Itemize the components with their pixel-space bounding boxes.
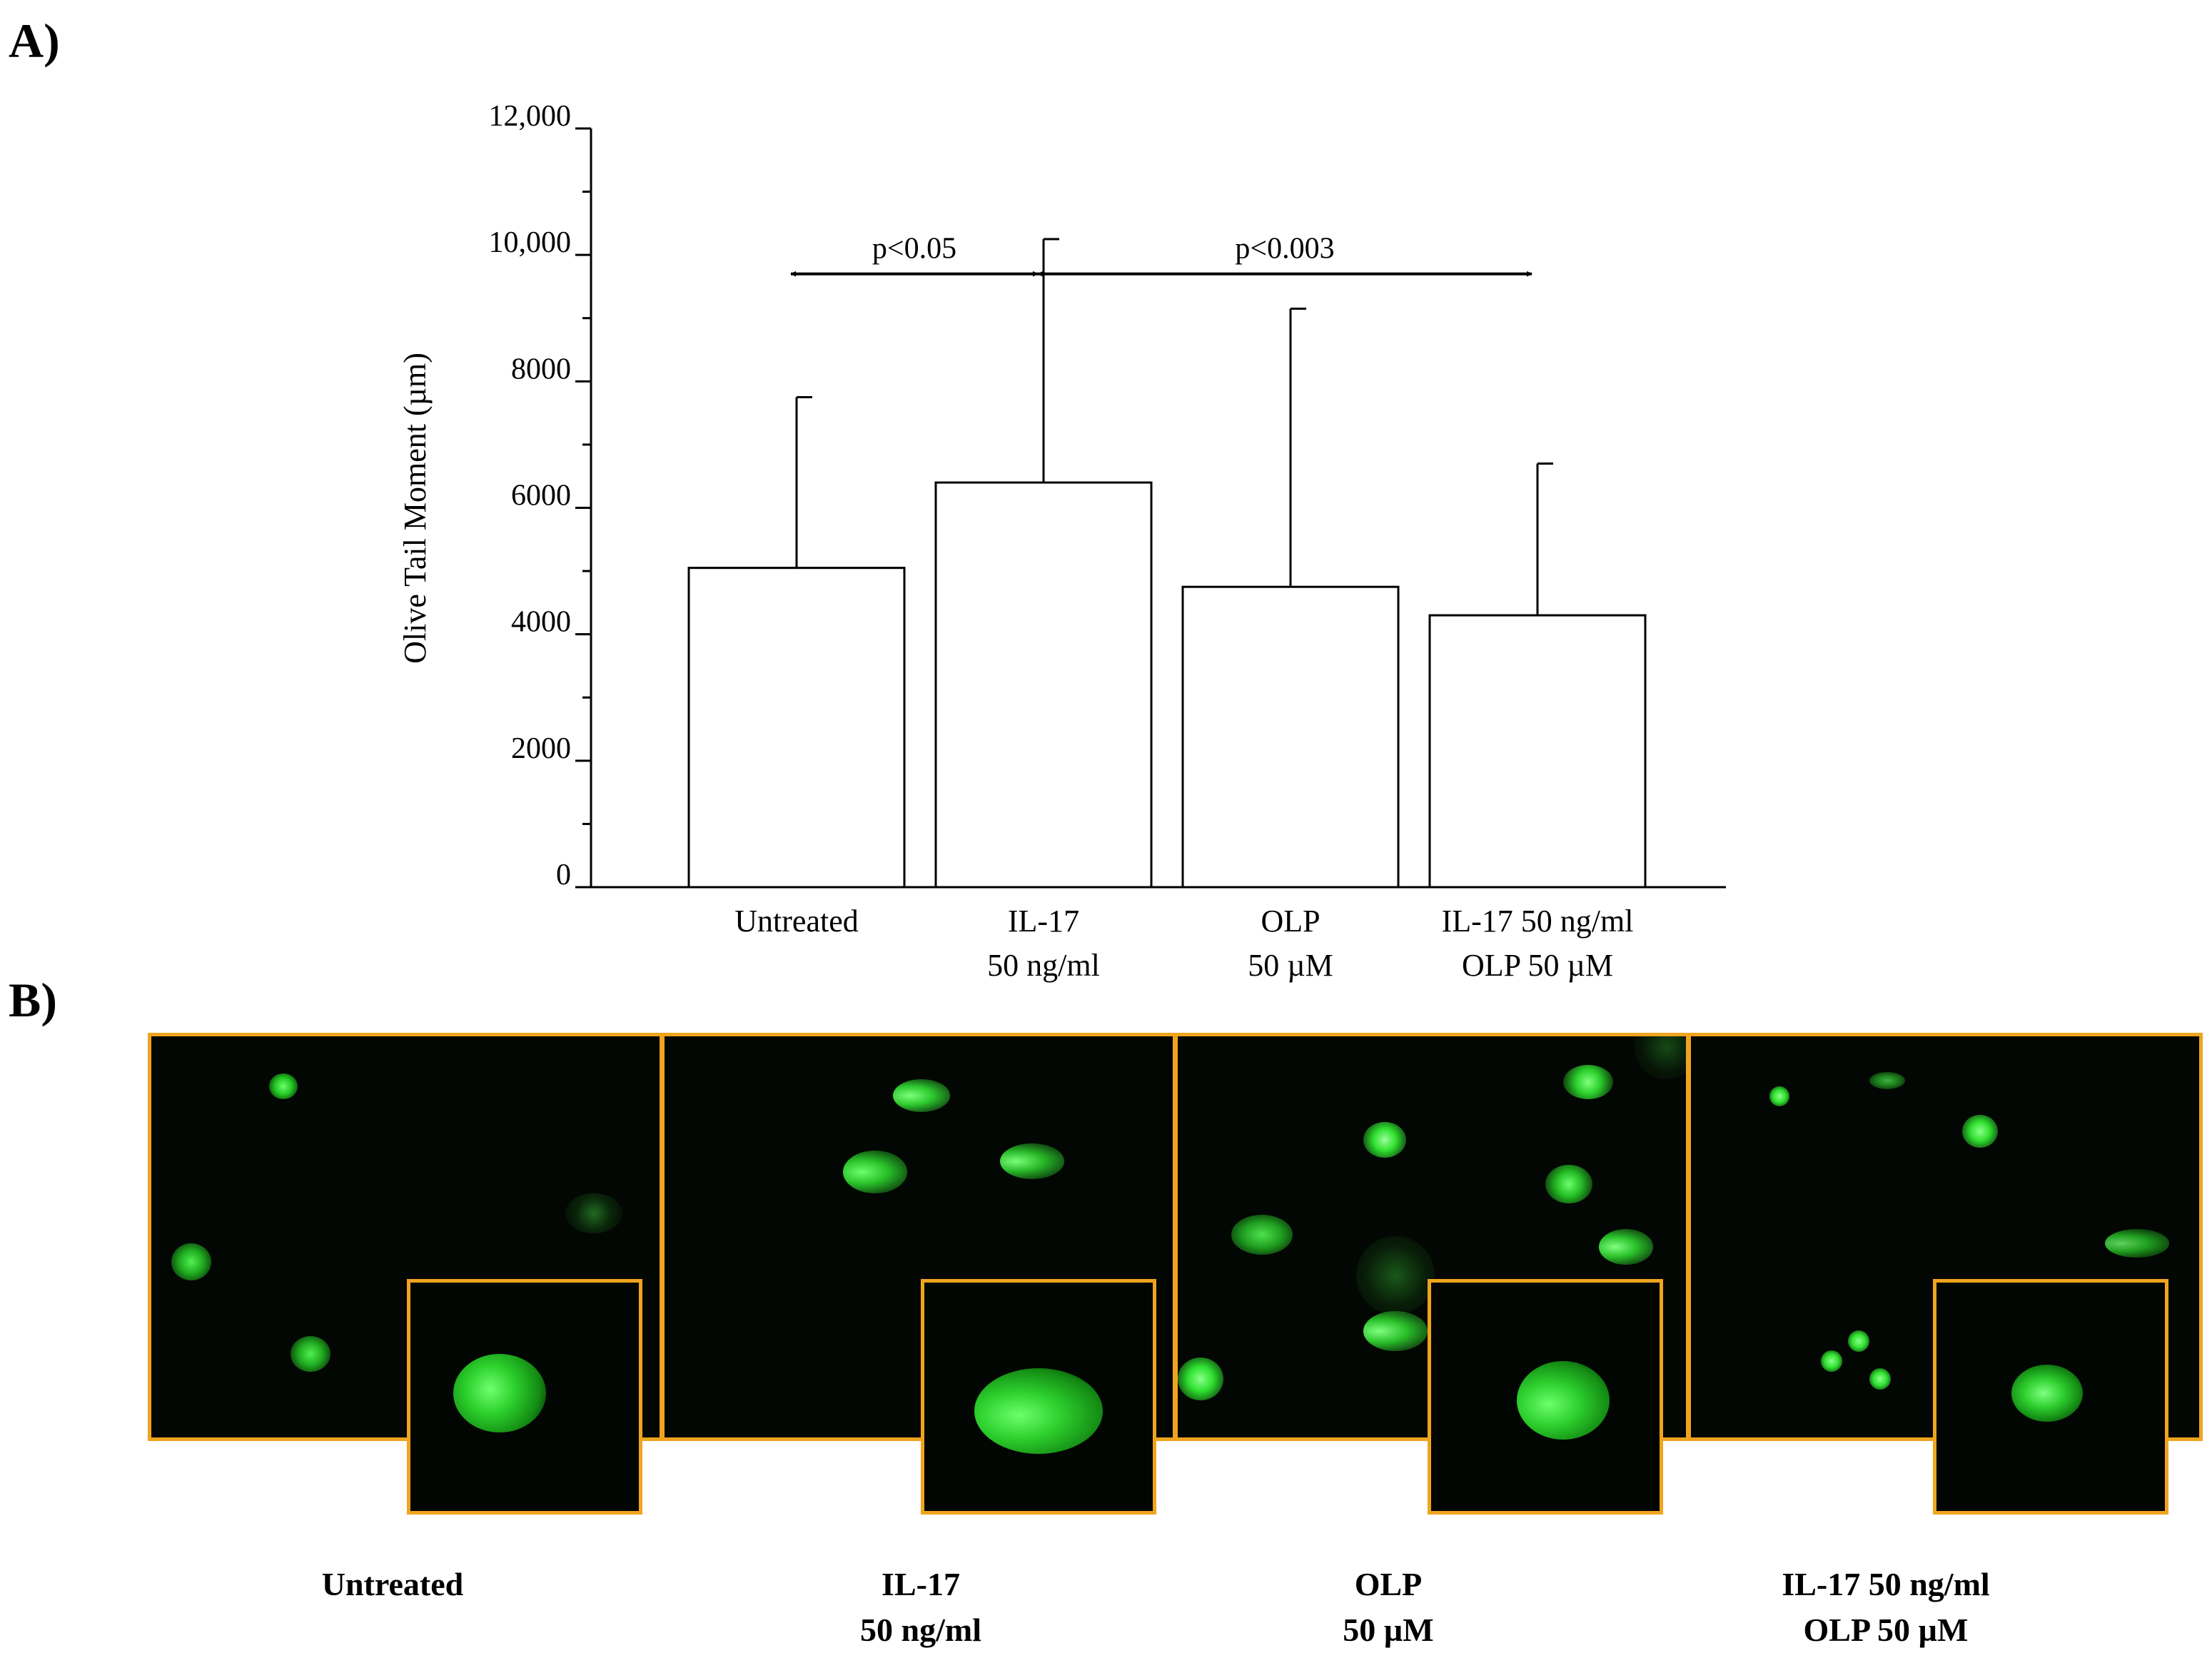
caption-line: OLP 50 µM	[1803, 1612, 1969, 1648]
bar-chart: 0 2000 4000 6000 8000 10,000 12,000 Untreated IL…	[398, 100, 1726, 983]
comet-cell	[843, 1151, 907, 1193]
panel-a-label: A)	[9, 14, 60, 68]
comet-cell	[1178, 1358, 1223, 1400]
y-tick-label: 2000	[511, 732, 571, 765]
comet-cell	[2105, 1229, 2169, 1258]
caption-olp: OLP 50 µM	[1210, 1562, 1567, 1653]
caption-line: 50 ng/ml	[860, 1612, 981, 1648]
micrograph-inset-il17	[921, 1279, 1156, 1515]
x-tick-label: Untreated	[734, 904, 858, 939]
micrograph-il17	[661, 1033, 1176, 1441]
p-value-label: p<0.05	[872, 233, 956, 266]
comet-cell	[1821, 1350, 1842, 1372]
caption-line: IL-17	[882, 1566, 960, 1602]
comet-cell	[269, 1073, 298, 1099]
y-tick-label: 10,000	[489, 226, 572, 259]
comet-cell	[1869, 1072, 1905, 1089]
panel-b-label: B)	[9, 973, 57, 1027]
caption-line: 50 µM	[1343, 1612, 1434, 1648]
comet-cell	[1962, 1115, 1998, 1148]
caption-untreated: Untreated	[214, 1562, 571, 1607]
comet-cell	[1000, 1143, 1064, 1179]
comet-cell	[1599, 1229, 1653, 1265]
y-axis-label: Olive Tail Moment (µm)	[398, 353, 433, 664]
bar	[687, 567, 906, 889]
comet-cell	[2011, 1365, 2083, 1422]
bar	[934, 481, 1153, 889]
y-tick-label: 0	[556, 859, 571, 891]
y-tick-label: 6000	[511, 480, 571, 512]
caption-il17: IL-17 50 ng/ml	[742, 1562, 1099, 1653]
x-tick-label: IL-17 50 ng/ml	[987, 904, 1100, 983]
caption-line: IL-17 50 ng/ml	[1782, 1566, 1990, 1602]
bar	[1428, 614, 1647, 889]
comet-cell	[1869, 1368, 1891, 1390]
comet-cell	[1356, 1236, 1435, 1315]
caption-line: OLP	[1354, 1566, 1423, 1602]
comet-cell	[1231, 1215, 1293, 1255]
comet-cell	[565, 1193, 622, 1233]
micrograph-inset-untreated	[407, 1279, 642, 1515]
comet-cell	[893, 1079, 950, 1112]
micrograph-inset-il17-olp	[1933, 1279, 2168, 1515]
comet-cell	[1517, 1361, 1610, 1440]
comet-cell	[171, 1243, 211, 1280]
comet-cell	[1545, 1165, 1592, 1203]
caption-line: Untreated	[321, 1566, 464, 1602]
y-tick-label: 12,000	[489, 100, 572, 133]
comet-cell	[1769, 1086, 1789, 1106]
comet-cell	[453, 1354, 546, 1432]
comet-cell	[291, 1336, 330, 1372]
comet-cell	[1635, 1036, 1686, 1079]
comet-cell	[1363, 1122, 1406, 1158]
p-value-label: p<0.003	[1235, 233, 1334, 266]
y-tick-label: 4000	[511, 606, 571, 639]
micrograph-inset-olp	[1428, 1279, 1663, 1515]
x-tick-label: IL-17 50 ng/ml OLP 50 µM	[1442, 904, 1634, 983]
comet-cell	[1563, 1065, 1613, 1099]
x-tick-label: OLP 50 µM	[1248, 904, 1333, 983]
y-tick-label: 8000	[511, 353, 571, 385]
comet-cell	[1363, 1311, 1428, 1351]
bar	[1181, 585, 1400, 889]
comet-cell	[1848, 1330, 1869, 1352]
comet-cell	[974, 1368, 1103, 1454]
caption-il17-olp: IL-17 50 ng/ml OLP 50 µM	[1707, 1562, 2064, 1653]
